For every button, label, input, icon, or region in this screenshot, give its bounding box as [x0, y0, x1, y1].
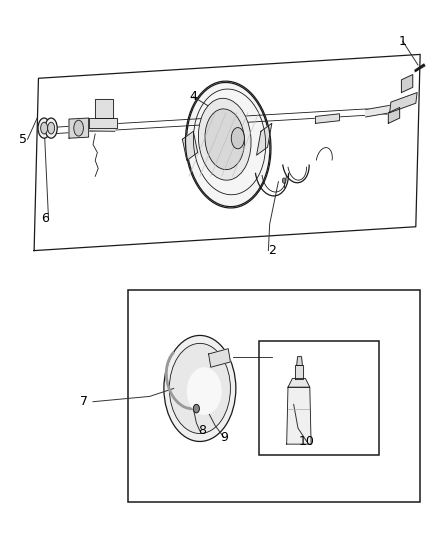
- Text: 8: 8: [198, 424, 205, 438]
- Text: 4: 4: [189, 90, 197, 103]
- Ellipse shape: [186, 367, 221, 415]
- Ellipse shape: [198, 98, 251, 180]
- Ellipse shape: [193, 405, 199, 413]
- Text: 10: 10: [298, 435, 314, 448]
- Ellipse shape: [45, 118, 57, 138]
- Ellipse shape: [169, 343, 230, 433]
- Polygon shape: [296, 357, 302, 366]
- Ellipse shape: [74, 120, 83, 136]
- Polygon shape: [256, 123, 271, 155]
- Bar: [127, 290, 419, 503]
- Ellipse shape: [41, 122, 47, 134]
- Polygon shape: [69, 118, 88, 138]
- Polygon shape: [88, 118, 117, 127]
- Ellipse shape: [38, 118, 50, 138]
- Polygon shape: [388, 108, 399, 123]
- Ellipse shape: [205, 109, 244, 169]
- Polygon shape: [365, 104, 395, 117]
- Text: 6: 6: [41, 212, 49, 225]
- Polygon shape: [286, 387, 311, 444]
- Ellipse shape: [282, 178, 285, 183]
- Text: 9: 9: [219, 431, 227, 444]
- Polygon shape: [95, 100, 113, 118]
- Text: 1: 1: [398, 35, 406, 47]
- Polygon shape: [315, 114, 339, 123]
- Polygon shape: [389, 93, 416, 113]
- Polygon shape: [294, 366, 303, 378]
- Polygon shape: [400, 75, 412, 93]
- Ellipse shape: [186, 83, 269, 207]
- Text: 5: 5: [19, 133, 27, 146]
- Polygon shape: [287, 378, 309, 387]
- Polygon shape: [182, 131, 197, 160]
- Ellipse shape: [231, 127, 244, 149]
- Text: 2: 2: [267, 244, 275, 257]
- Bar: [258, 341, 378, 455]
- Ellipse shape: [163, 335, 235, 441]
- Polygon shape: [80, 123, 115, 131]
- Text: 7: 7: [80, 395, 88, 408]
- Ellipse shape: [47, 122, 54, 134]
- Polygon shape: [208, 349, 230, 367]
